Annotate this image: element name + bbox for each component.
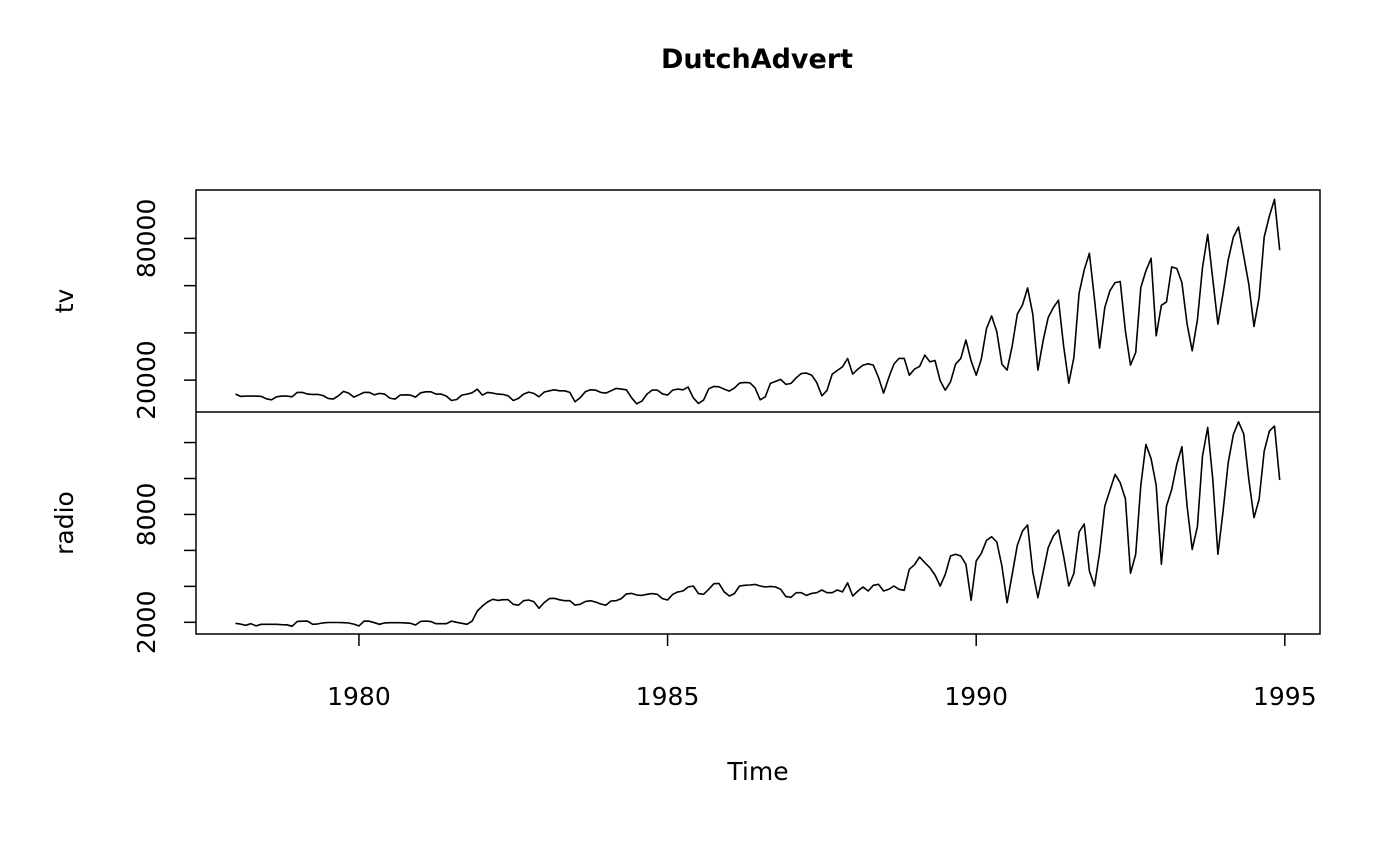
x-tick-label: 1985 — [636, 682, 700, 711]
tv-series-line — [235, 198, 1281, 405]
tv-y-tick-label: 20000 — [132, 340, 161, 420]
x-tick-label: 1995 — [1253, 682, 1317, 711]
chart-title: DutchAdvert — [661, 44, 853, 75]
tv-y-tick-label: 80000 — [132, 199, 161, 279]
x-tick-label: 1990 — [944, 682, 1008, 711]
radio-axis-label: radio — [50, 491, 79, 555]
x-tick-label: 1980 — [327, 682, 391, 711]
radio-y-tick-label: 2000 — [132, 591, 161, 655]
tv-axis-label: tv — [50, 289, 79, 314]
x-axis-label: Time — [726, 757, 788, 786]
radio-y-tick-label: 8000 — [132, 483, 161, 547]
radio-series-line — [235, 420, 1281, 628]
